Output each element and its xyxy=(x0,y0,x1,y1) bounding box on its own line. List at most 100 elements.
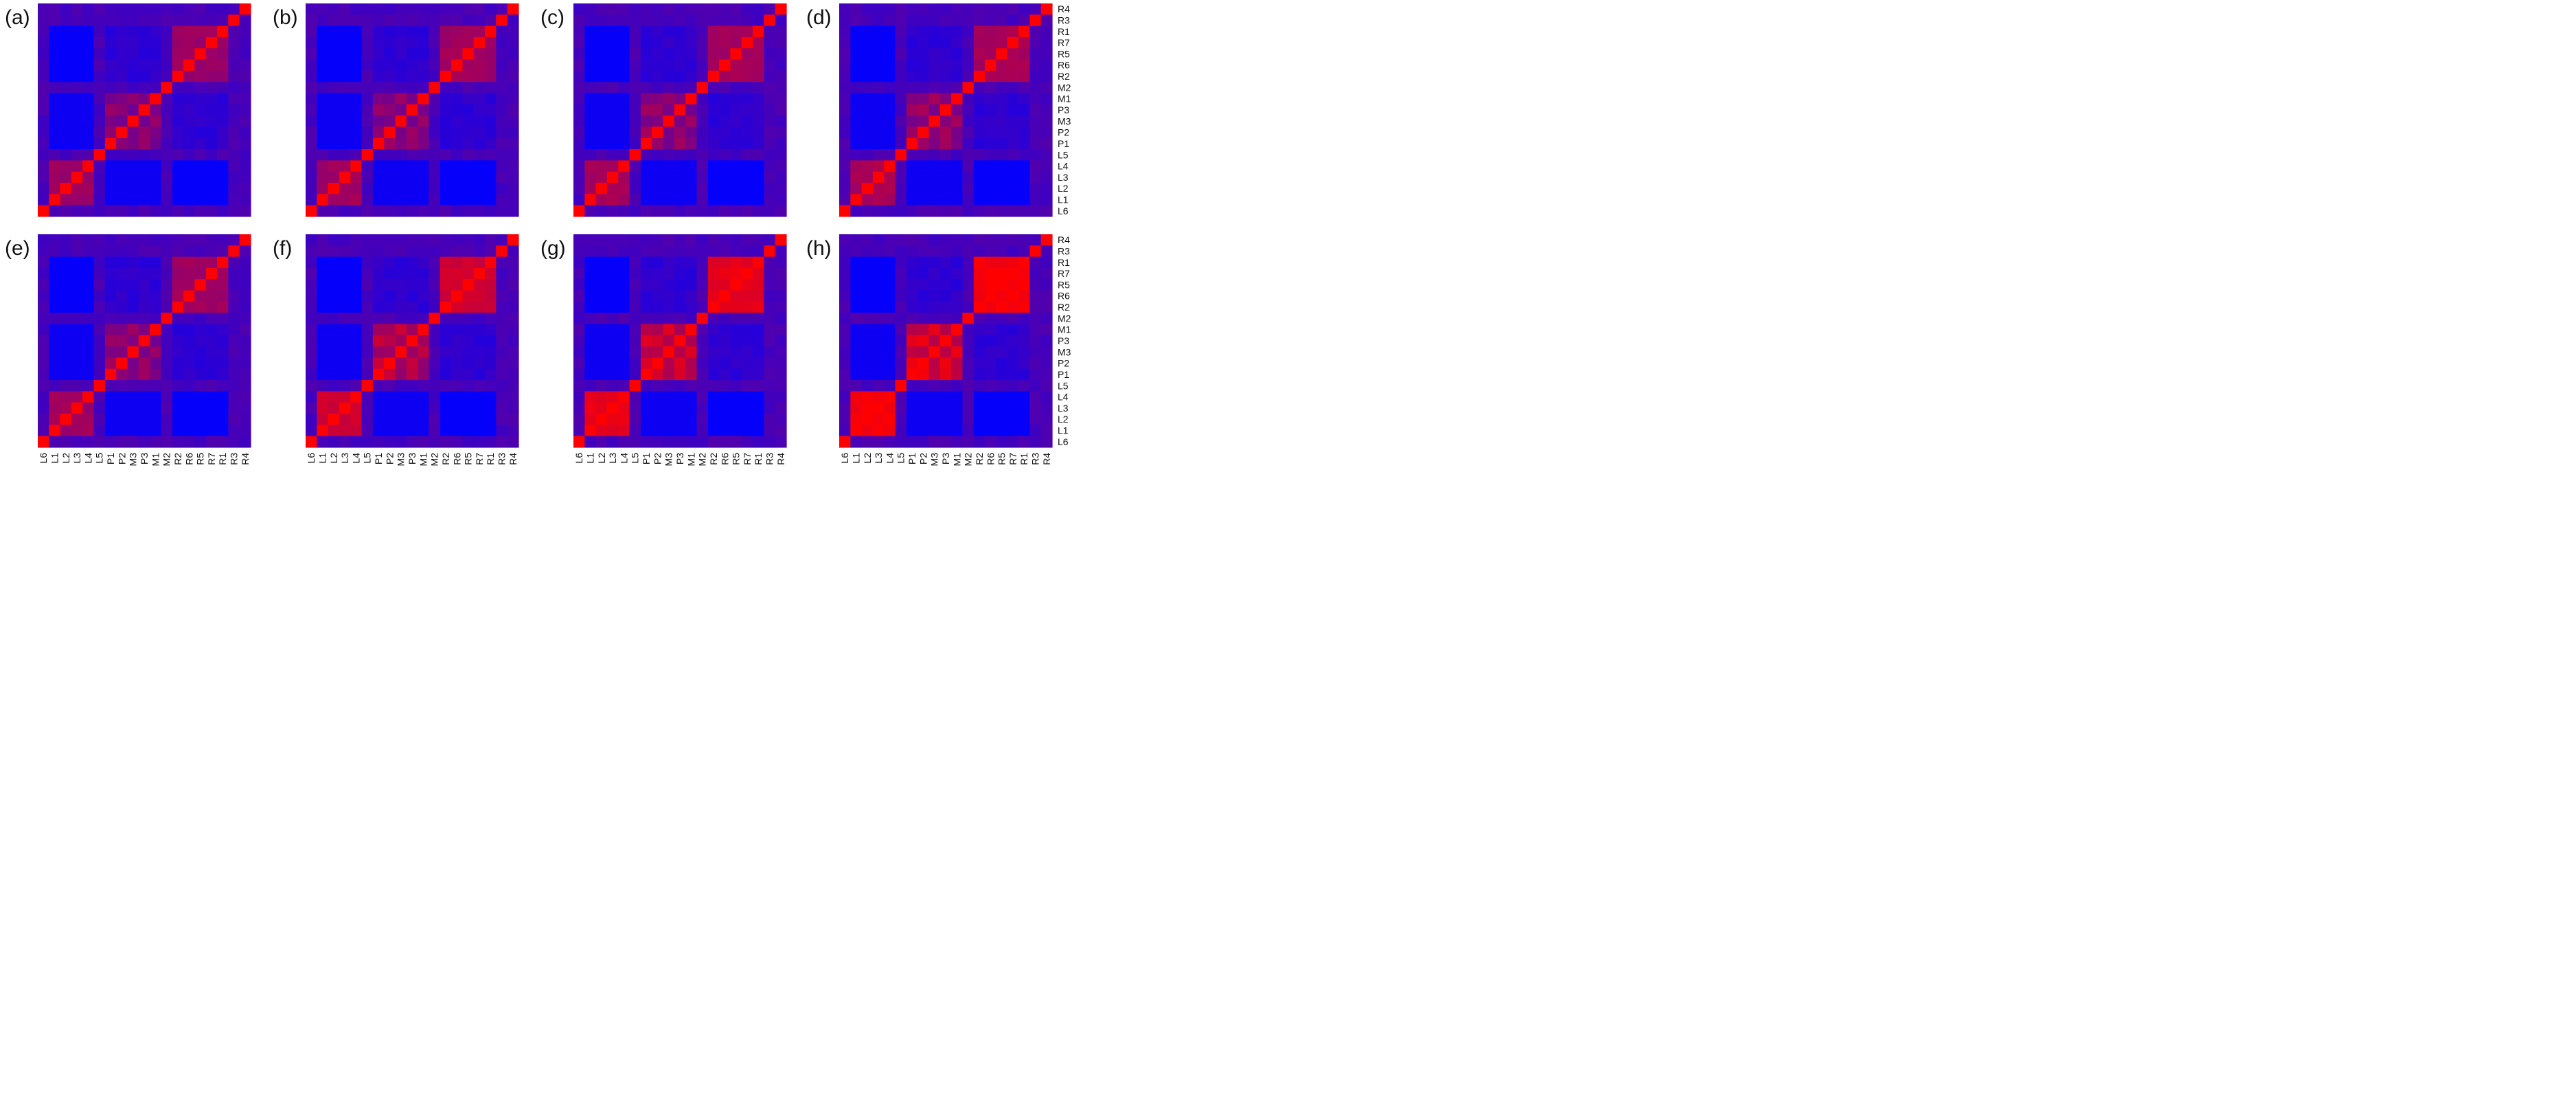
heatmap-cell xyxy=(38,256,49,269)
heatmap-cell xyxy=(640,324,652,336)
heatmap-cell xyxy=(719,59,731,71)
heatmap-cell xyxy=(652,346,664,359)
heatmap-cell xyxy=(451,279,464,291)
heatmap-cell xyxy=(194,104,207,116)
heatmap-cell xyxy=(906,160,918,172)
heatmap-cell xyxy=(418,59,430,71)
heatmap-cell xyxy=(205,70,218,82)
heatmap-cell xyxy=(507,313,519,325)
heatmap-cell xyxy=(595,279,608,291)
heatmap-cell xyxy=(861,36,874,49)
heatmap-cell xyxy=(1029,59,1042,71)
heatmap-cell xyxy=(161,357,173,370)
heatmap-cell xyxy=(764,380,776,392)
heatmap-cell xyxy=(895,160,907,172)
heatmap-cell xyxy=(985,256,997,269)
heatmap-cell xyxy=(150,245,162,258)
heatmap-cell xyxy=(82,380,95,392)
heatmap-cell xyxy=(696,346,709,359)
heatmap-cell xyxy=(507,380,519,392)
x-tick-label: L6 xyxy=(839,453,850,464)
heatmap-cell xyxy=(161,245,173,258)
heatmap-cell xyxy=(194,234,207,246)
heatmap-cell xyxy=(507,391,519,403)
heatmap-cell xyxy=(1018,313,1030,325)
heatmap-cell xyxy=(228,93,240,105)
heatmap-cell xyxy=(895,82,907,94)
heatmap-cell xyxy=(372,171,385,183)
heatmap-cell xyxy=(1018,380,1030,392)
heatmap-cell xyxy=(462,357,475,370)
heatmap-cell xyxy=(328,70,340,82)
heatmap-cell xyxy=(696,126,709,139)
heatmap-cell xyxy=(719,115,731,128)
heatmap-cell xyxy=(384,313,396,325)
heatmap-cell xyxy=(685,171,698,183)
heatmap-cell xyxy=(906,115,918,128)
heatmap-cell xyxy=(82,93,95,105)
heatmap-cell xyxy=(306,256,317,269)
heatmap-cell xyxy=(217,391,229,403)
heatmap-cell xyxy=(939,104,952,116)
heatmap-cell xyxy=(939,414,952,425)
heatmap-cell xyxy=(172,82,184,94)
heatmap-cell xyxy=(228,335,240,347)
heatmap-cell xyxy=(663,137,675,150)
heatmap-cell xyxy=(839,402,851,414)
heatmap-cell xyxy=(317,267,329,280)
heatmap-cell xyxy=(973,414,985,425)
heatmap-cell xyxy=(49,436,61,448)
heatmap-cell xyxy=(753,171,764,183)
heatmap-cell xyxy=(172,324,184,336)
heatmap-cell xyxy=(71,82,83,94)
heatmap-cell xyxy=(917,3,930,15)
heatmap-cell xyxy=(973,205,985,217)
heatmap-cell xyxy=(962,3,974,15)
heatmap-cell xyxy=(205,368,218,381)
heatmap-cell xyxy=(685,256,698,269)
heatmap-cell xyxy=(239,391,251,403)
heatmap-cell xyxy=(350,115,363,128)
heatmap-cell xyxy=(150,93,162,105)
heatmap-cell xyxy=(507,126,519,139)
heatmap-cell xyxy=(719,3,731,15)
heatmap-cell xyxy=(406,402,418,414)
heatmap-cell xyxy=(306,36,317,49)
heatmap-cell xyxy=(60,70,72,82)
heatmap-cell xyxy=(629,414,641,425)
heatmap-cell xyxy=(640,414,652,425)
heatmap-cell xyxy=(507,245,519,258)
heatmap-cell xyxy=(194,324,207,336)
heatmap-cell xyxy=(150,25,162,38)
heatmap-cell xyxy=(985,115,997,128)
heatmap-cell xyxy=(116,301,128,313)
heatmap-cell xyxy=(573,391,585,403)
heatmap-cell xyxy=(996,290,1008,302)
heatmap-cell xyxy=(496,290,508,302)
heatmap-cell xyxy=(707,346,720,359)
heatmap-cell xyxy=(172,391,184,403)
heatmap-cell xyxy=(60,290,72,302)
heatmap-cell xyxy=(60,436,72,448)
heatmap-cell xyxy=(205,290,218,302)
heatmap-cell xyxy=(595,380,608,392)
heatmap-cell xyxy=(629,290,641,302)
heatmap-cell xyxy=(884,425,896,437)
heatmap-cell xyxy=(339,414,351,425)
heatmap-cell xyxy=(685,245,698,258)
heatmap-cell xyxy=(161,234,173,246)
heatmap-cell xyxy=(939,402,952,414)
heatmap-cell xyxy=(640,104,652,116)
heatmap-cell xyxy=(384,48,396,60)
heatmap-cell xyxy=(775,104,787,116)
heatmap-cell xyxy=(82,48,95,60)
heatmap-cell xyxy=(584,245,597,258)
heatmap-cell xyxy=(1029,183,1042,194)
heatmap-cell xyxy=(1018,414,1030,425)
heatmap-cell xyxy=(194,126,207,139)
heatmap-cell xyxy=(127,380,139,392)
heatmap-cell xyxy=(239,414,251,425)
heatmap-cell xyxy=(194,402,207,414)
heatmap-cell xyxy=(1029,115,1042,128)
heatmap-cell xyxy=(473,357,486,370)
